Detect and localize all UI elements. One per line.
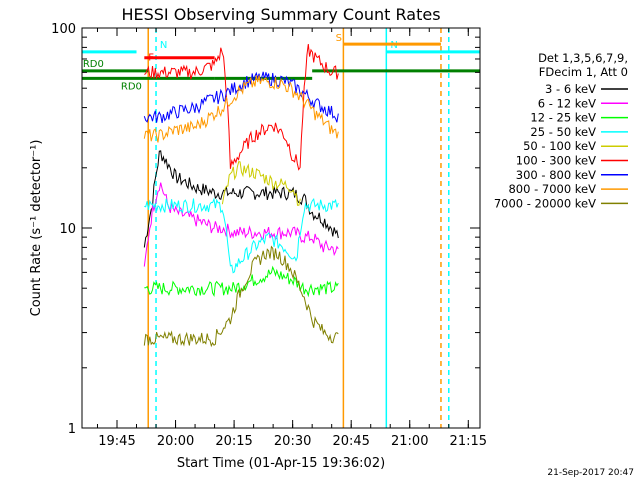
series-line-7	[143, 75, 339, 143]
y-axis-label: Count Rate (s⁻¹ detector⁻¹)	[29, 140, 44, 317]
y-tick-label-2: 100	[51, 22, 76, 37]
flag-bars: NNFSRD0RD0	[82, 33, 480, 92]
chart-title: HESSI Observing Summary Count Rates	[121, 5, 440, 24]
x-axis: 19:45 20:00 20:15 20:30 20:45 21:00 21:15	[96, 28, 487, 449]
legend-label-8: 7000 - 20000 keV	[494, 196, 596, 210]
flag-label-3: S	[336, 33, 342, 44]
series-line-3	[144, 197, 339, 274]
legend-label-0: 3 - 6 keV	[545, 82, 596, 96]
y-tick-label-1: 10	[59, 222, 76, 237]
x-tick-label-3: 20:30	[274, 434, 311, 449]
legend: Det 1,3,5,6,7,9,FDecim 1, Att 0 3 - 6 keV…	[494, 51, 628, 210]
x-tick-label-6: 21:15	[450, 434, 487, 449]
x-tick-label-4: 20:45	[332, 434, 369, 449]
legend-header-0: Det 1,3,5,6,7,9,	[538, 51, 628, 65]
flag-label-0: N	[160, 40, 167, 51]
x-tick-label-1: 20:00	[157, 434, 194, 449]
flag-label-4: RD0	[83, 59, 104, 70]
flag-label-5: RD0	[121, 81, 142, 92]
flag-label-2: F	[148, 53, 154, 64]
series-lines	[143, 43, 339, 348]
series-line-8	[143, 245, 339, 348]
legend-label-4: 50 - 100 keV	[523, 139, 596, 153]
legend-label-1: 6 - 12 keV	[538, 96, 596, 110]
x-tick-label-5: 21:00	[391, 434, 428, 449]
series-line-5	[144, 43, 339, 171]
series-line-1	[143, 182, 339, 267]
x-axis-label: Start Time (01-Apr-15 19:36:02)	[177, 456, 385, 471]
legend-label-5: 100 - 300 keV	[516, 154, 596, 168]
footer-date: 21-Sep-2017 20:47	[547, 468, 634, 478]
legend-header-1: FDecim 1, Att 0	[539, 65, 628, 79]
series-line-6	[143, 71, 339, 123]
series-line-4	[221, 161, 301, 206]
y-axis: 1 10 100	[51, 22, 480, 437]
series-line-0	[143, 150, 339, 248]
legend-label-3: 25 - 50 keV	[530, 125, 596, 139]
x-tick-label-0: 19:45	[98, 434, 135, 449]
y-tick-label-0: 1	[68, 422, 76, 437]
vertical-markers	[147, 28, 450, 428]
legend-label-7: 800 - 7000 keV	[508, 182, 596, 196]
x-tick-label-2: 20:15	[215, 434, 252, 449]
legend-label-2: 12 - 25 keV	[530, 111, 596, 125]
legend-label-6: 300 - 800 keV	[516, 168, 596, 182]
